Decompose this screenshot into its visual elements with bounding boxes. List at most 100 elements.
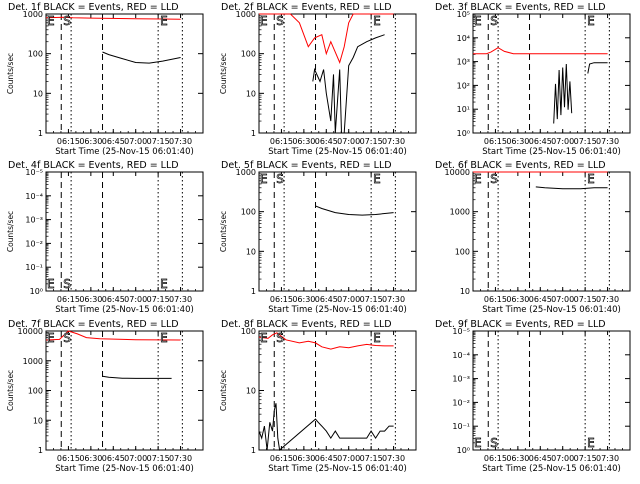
x-tick-label: 07:30 xyxy=(596,137,619,146)
plot-frame xyxy=(45,171,204,292)
y-tick-label: 1000 xyxy=(23,357,43,366)
chart-title: Det. 1f BLACK = Events, RED = LLD xyxy=(8,2,179,13)
events-line xyxy=(315,205,394,216)
x-tick-label: 06:15 xyxy=(484,137,507,146)
y-axis-label: Counts/sec xyxy=(219,53,228,94)
y-tick-label: 1 xyxy=(251,287,256,296)
x-tick-label: 07:15 xyxy=(574,137,597,146)
event-marker-letter: E xyxy=(373,14,381,28)
x-tick-label: 07:00 xyxy=(124,454,147,463)
event-marker-letter: E xyxy=(260,14,268,28)
y-tick-label: 10⁰ xyxy=(457,129,470,138)
y-tick-label: 10⁻¹ xyxy=(25,263,43,272)
x-tick-label: 07:30 xyxy=(169,295,192,304)
x-tick-label: 06:30 xyxy=(292,454,315,463)
plot-frame xyxy=(258,171,417,292)
x-tick-label: 07:15 xyxy=(147,295,170,304)
event-marker-letter: S xyxy=(490,14,498,28)
x-tick-label: 07:00 xyxy=(124,137,147,146)
x-tick-label: 06:30 xyxy=(79,454,102,463)
event-marker-letter: E xyxy=(474,172,482,186)
events-line xyxy=(535,186,608,190)
x-tick-label: 07:30 xyxy=(596,295,619,304)
lld-line xyxy=(473,47,608,55)
event-marker-letter: E xyxy=(47,331,55,345)
x-tick-label: 07:30 xyxy=(382,137,405,146)
y-tick-label: 100 xyxy=(241,208,256,217)
x-tick-label: 06:30 xyxy=(292,295,315,304)
lld-line xyxy=(259,13,394,64)
x-tick-label: 06:15 xyxy=(270,137,293,146)
lld-line xyxy=(45,330,181,341)
x-tick-label: 06:15 xyxy=(484,454,507,463)
lld-line xyxy=(258,332,394,350)
y-tick-label: 10⁰ xyxy=(30,287,43,296)
x-tick-label: 07:00 xyxy=(551,295,574,304)
y-tick-label: 10⁻³ xyxy=(452,375,470,384)
x-tick-label: 07:30 xyxy=(169,454,192,463)
x-tick-label: 06:15 xyxy=(57,295,80,304)
event-marker-letter: E xyxy=(47,14,55,28)
y-tick-label: 1 xyxy=(38,446,43,455)
x-tick-label: 07:15 xyxy=(574,295,597,304)
x-tick-label: 06:45 xyxy=(315,454,338,463)
event-marker-letter: S xyxy=(63,277,71,291)
x-tick-label: 06:15 xyxy=(270,295,293,304)
y-axis-label: Counts/sec xyxy=(6,53,15,94)
x-tick-label: 06:45 xyxy=(529,454,552,463)
y-axis-label: Counts/sec xyxy=(219,211,228,252)
events-line xyxy=(102,51,181,64)
x-tick-label: 07:30 xyxy=(382,454,405,463)
plot-frame xyxy=(472,171,631,292)
y-tick-label: 10¹ xyxy=(457,105,470,114)
y-tick-label: 1000 xyxy=(236,168,256,177)
event-marker-letter: S xyxy=(490,172,498,186)
x-tick-label: 06:30 xyxy=(506,454,529,463)
event-marker-letter: E xyxy=(160,14,168,28)
x-tick-label: 06:45 xyxy=(102,295,125,304)
y-tick-label: 100 xyxy=(455,247,470,256)
x-axis-label: Start Time (25-Nov-15 06:01:40) xyxy=(55,464,194,474)
event-marker-letter: S xyxy=(63,14,71,28)
y-tick-label: 1 xyxy=(251,129,256,138)
x-axis-label: Start Time (25-Nov-15 06:01:40) xyxy=(55,147,194,157)
x-tick-label: 07:15 xyxy=(147,137,170,146)
x-tick-label: 06:30 xyxy=(506,295,529,304)
x-tick-label: 06:45 xyxy=(529,295,552,304)
plot-frame xyxy=(258,330,417,451)
chart-title: Det. 4f BLACK = Events, RED = LLD xyxy=(8,160,179,171)
x-tick-label: 07:00 xyxy=(337,295,360,304)
x-tick-label: 06:45 xyxy=(102,137,125,146)
x-tick-label: 07:00 xyxy=(551,137,574,146)
x-tick-label: 06:45 xyxy=(529,137,552,146)
x-tick-label: 07:30 xyxy=(169,137,192,146)
x-tick-label: 07:00 xyxy=(337,137,360,146)
y-tick-label: 10³ xyxy=(457,58,470,67)
chart-title: Det. 9f BLACK = Events, RED = LLD xyxy=(435,319,606,330)
x-tick-label: 06:45 xyxy=(102,454,125,463)
event-marker-letter: E xyxy=(587,172,595,186)
y-tick-label: 10 xyxy=(33,416,43,425)
x-tick-label: 06:30 xyxy=(79,137,102,146)
y-tick-label: 10⁻² xyxy=(452,398,470,407)
x-tick-label: 06:45 xyxy=(315,295,338,304)
y-tick-label: 10⁵ xyxy=(457,10,470,19)
y-tick-label: 10⁰ xyxy=(457,446,470,455)
chart-title: Det. 7f BLACK = Events, RED = LLD xyxy=(8,319,179,330)
events-line xyxy=(553,63,573,124)
x-tick-label: 07:15 xyxy=(147,454,170,463)
lld-line xyxy=(45,16,181,20)
x-tick-label: 06:15 xyxy=(484,295,507,304)
event-marker-letter: S xyxy=(63,331,71,345)
event-marker-letter: E xyxy=(160,277,168,291)
event-marker-letter: S xyxy=(276,172,284,186)
events-line xyxy=(258,403,394,451)
y-tick-label: 10⁻⁴ xyxy=(452,351,470,360)
chart-title: Det. 2f BLACK = Events, RED = LLD xyxy=(221,2,392,13)
